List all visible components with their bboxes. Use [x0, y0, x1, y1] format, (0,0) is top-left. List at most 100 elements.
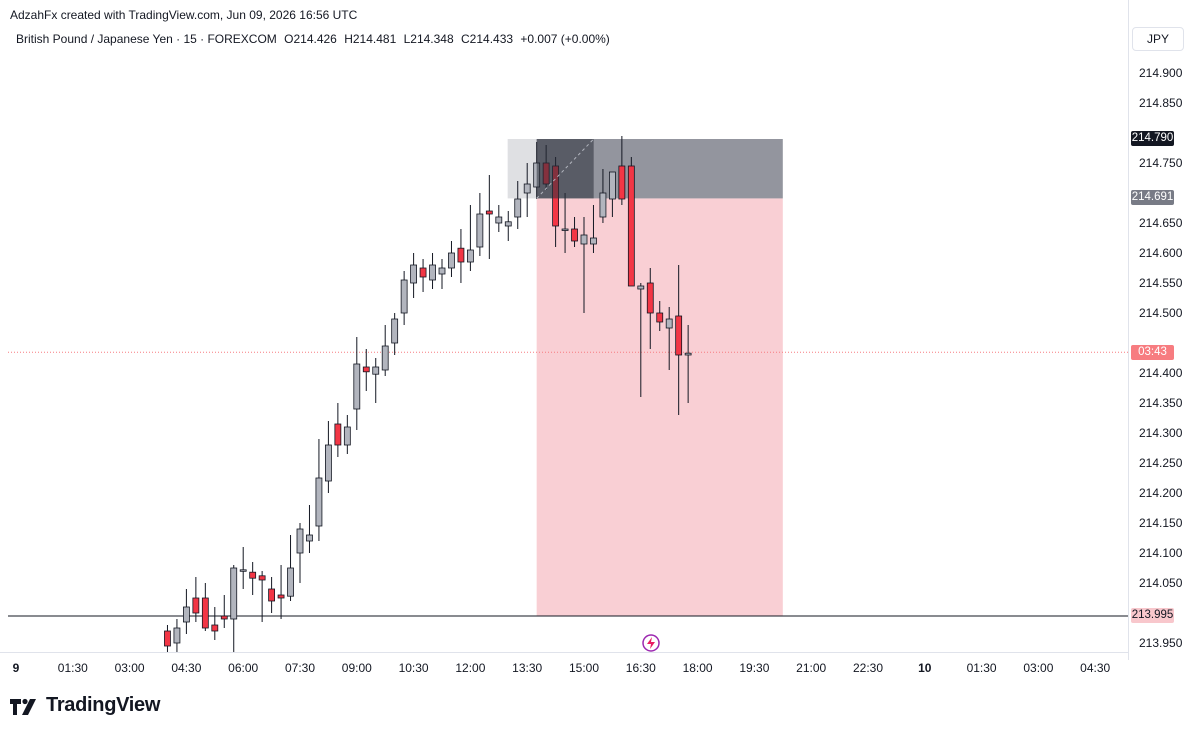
tradingview-logo[interactable]: TradingView	[10, 694, 160, 717]
low-value: L214.348	[403, 32, 454, 46]
candle-body	[571, 228, 578, 242]
time-axis-label: 22:30	[852, 661, 884, 675]
candle	[201, 583, 209, 631]
alert-icon-ring	[642, 634, 660, 652]
target-price-tag: 213.995	[1131, 608, 1174, 623]
price-axis-label: 214.300	[1139, 426, 1183, 440]
candle	[249, 562, 257, 595]
candle	[684, 325, 692, 403]
candle	[381, 325, 389, 376]
time-axis-label: 06:00	[228, 661, 259, 675]
candle-body	[590, 237, 597, 245]
drawing-ghost	[507, 139, 537, 199]
tradingview-logo-icon	[10, 698, 36, 715]
candle-body	[334, 423, 342, 446]
time-axis[interactable]: 9 01:30 03:00 04:30 06:00 07:30 09:00 10:30 12:0…	[0, 652, 1128, 677]
chart-credit: AdzahFx created with TradingView.com, Ju…	[10, 8, 358, 22]
candle-body	[627, 165, 635, 287]
candle	[362, 349, 370, 391]
candle-body	[362, 366, 370, 373]
candle-body	[287, 567, 294, 597]
price-axis-label: 214.250	[1139, 456, 1183, 470]
price-axis-border	[1128, 0, 1129, 660]
candle	[400, 271, 408, 325]
candle-body	[429, 264, 436, 281]
symbol-legend: British Pound / Japanese Yen · 15 · FORE…	[16, 32, 614, 46]
candle-body	[230, 567, 238, 620]
candle-body	[485, 210, 493, 215]
candle	[466, 205, 474, 271]
candle-body	[438, 267, 446, 275]
candle	[523, 163, 531, 217]
candle-body	[258, 575, 266, 581]
candle-body	[675, 315, 683, 356]
candle-body	[268, 588, 276, 602]
candle	[476, 193, 484, 256]
time-axis-label: 13:30	[512, 661, 543, 675]
price-axis-label: 214.350	[1139, 396, 1183, 410]
candle-body	[400, 279, 408, 314]
candle	[192, 577, 200, 622]
candle	[675, 265, 683, 415]
candle-body	[192, 597, 200, 614]
candle	[258, 571, 266, 622]
candle	[334, 403, 342, 457]
price-axis-label: 213.950	[1139, 636, 1183, 650]
candle	[211, 607, 219, 640]
candle-body	[211, 624, 219, 632]
candle-body	[419, 267, 427, 278]
time-axis-label: 01:30	[966, 661, 997, 675]
time-axis-label: 21:00	[796, 661, 827, 675]
candle	[599, 169, 607, 223]
candle	[627, 157, 635, 287]
price-axis[interactable]: 214.900 214.850 214.750 214.650 214.600 214.5…	[1129, 55, 1200, 660]
price-axis-label: 214.550	[1139, 276, 1183, 290]
candle-body	[495, 216, 503, 224]
open-value: O214.426	[284, 32, 337, 46]
stop-price-tag: 214.790	[1131, 131, 1174, 146]
target-zone	[536, 198, 783, 616]
candle-body	[514, 198, 522, 218]
candle-body	[381, 345, 389, 371]
candle-body	[239, 569, 247, 572]
time-axis-label: 19:30	[739, 661, 770, 675]
candle	[561, 193, 569, 253]
candle-body	[466, 249, 474, 263]
candle	[164, 625, 171, 652]
alert-icon	[642, 634, 660, 652]
alert-icon-bolt	[647, 637, 655, 649]
candle-body	[173, 627, 181, 644]
currency-button[interactable]: JPY	[1132, 27, 1184, 51]
candle	[419, 259, 427, 292]
candle-body	[391, 318, 399, 344]
candle	[239, 547, 247, 589]
time-axis-label: 07:30	[284, 661, 316, 675]
candle	[287, 535, 294, 601]
candle	[343, 415, 351, 454]
time-axis-label: 03:00	[114, 661, 145, 675]
candle-body	[410, 264, 418, 284]
tradingview-logo-text: TradingView	[46, 694, 161, 716]
candle	[182, 589, 190, 634]
candle-body	[684, 352, 692, 356]
candle	[457, 229, 465, 283]
candle-body	[372, 366, 380, 375]
candle-body	[249, 571, 257, 579]
candle-body	[504, 221, 512, 227]
candle	[410, 253, 418, 298]
candle	[618, 136, 626, 205]
price-axis-label: 214.100	[1139, 546, 1183, 560]
candle	[656, 301, 664, 331]
time-axis-label: 15:00	[568, 661, 600, 675]
candle	[580, 217, 588, 313]
time-axis-label: 10	[918, 661, 932, 675]
entry-price-tag: 214.691	[1131, 190, 1174, 206]
candle-body	[220, 615, 228, 620]
symbol-name[interactable]: British Pound / Japanese Yen · 15 · FORE…	[16, 32, 277, 46]
candle	[429, 253, 436, 289]
candle	[173, 619, 181, 652]
price-chart[interactable]	[0, 0, 1128, 652]
candle-body	[448, 252, 455, 269]
candle	[609, 171, 616, 217]
candle-body	[277, 594, 285, 599]
